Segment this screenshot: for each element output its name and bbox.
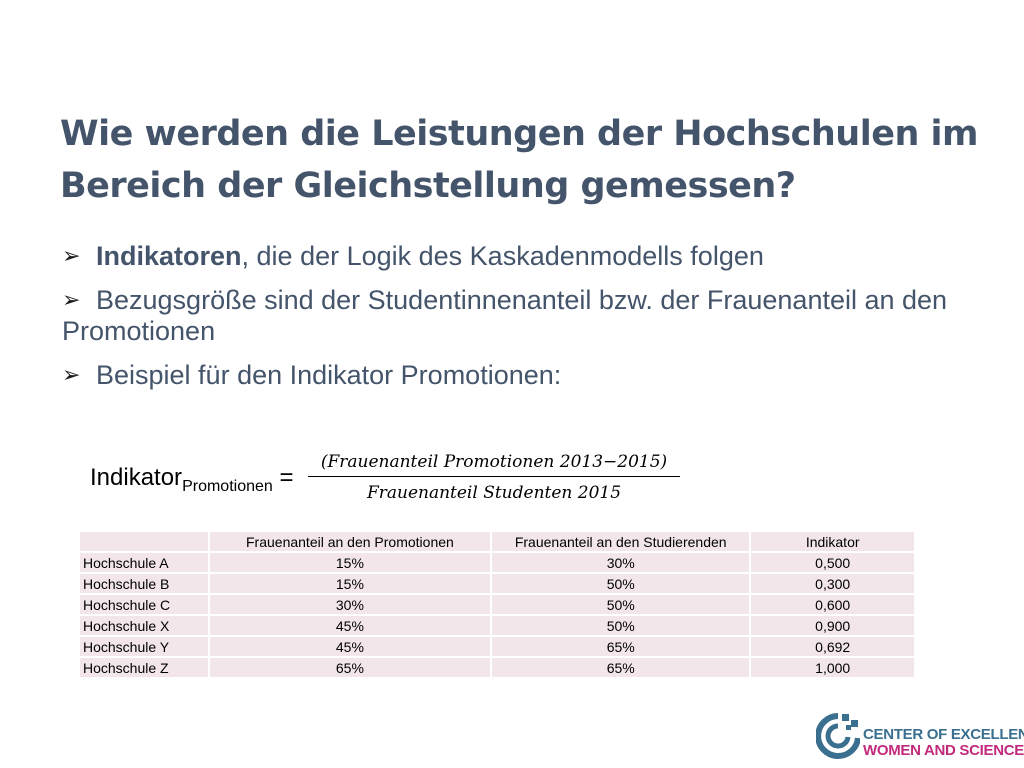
formula-fraction: (Frauenanteil Promotionen 2013−2015) Fra… bbox=[308, 452, 680, 503]
table-cell: 30% bbox=[207, 593, 493, 616]
cews-logo: CENTER OF EXCELLENCE WOMEN AND SCIENCE bbox=[816, 712, 1024, 762]
table-cell: 0,600 bbox=[749, 593, 916, 616]
table-cell: 0,500 bbox=[749, 551, 916, 574]
table-cell: 0,300 bbox=[749, 572, 916, 595]
table-header-cell: Indikator bbox=[749, 530, 916, 553]
bullet-item: ➢ Beispiel für den Indikator Promotionen: bbox=[62, 359, 1002, 391]
table-cell: 65% bbox=[207, 656, 493, 679]
table-row: Hochschule B 15% 50% 0,300 bbox=[78, 572, 916, 595]
bullet-list: ➢ Indikatoren, die der Logik des Kaskaden… bbox=[62, 240, 1002, 403]
table-header-cell: Frauenanteil an den Studierenden bbox=[490, 530, 752, 553]
table-row: Hochschule X 45% 50% 0,900 bbox=[78, 614, 916, 637]
table-cell: Hochschule C bbox=[78, 593, 210, 616]
table-cell: Hochschule B bbox=[78, 572, 210, 595]
formula-lhs-sub: Promotionen bbox=[182, 478, 273, 495]
table-header-cell: Frauenanteil an den Promotionen bbox=[207, 530, 493, 553]
formula-numerator: (Frauenanteil Promotionen 2013−2015) bbox=[308, 452, 680, 477]
table-row: Hochschule Z 65% 65% 1,000 bbox=[78, 656, 916, 679]
formula-lhs-main: Indikator bbox=[90, 464, 183, 491]
table-cell: 0,692 bbox=[749, 635, 916, 658]
table-row: Hochschule C 30% 50% 0,600 bbox=[78, 593, 916, 616]
table-cell: 1,000 bbox=[749, 656, 916, 679]
table-cell: Hochschule Y bbox=[78, 635, 210, 658]
indicator-table: Frauenanteil an den Promotionen Frauenan… bbox=[78, 530, 916, 679]
formula-equals: = bbox=[272, 464, 294, 491]
table-cell: 15% bbox=[207, 551, 493, 574]
table-cell: 50% bbox=[490, 572, 752, 595]
bullet-bold-text: Indikatoren bbox=[96, 241, 242, 271]
bullet-text: Bezugsgröße sind der Studentinnenanteil … bbox=[62, 285, 948, 346]
table-cell: Hochschule X bbox=[78, 614, 210, 637]
logo-line1: CENTER OF EXCELLENCE bbox=[863, 726, 1024, 743]
table-cell: 65% bbox=[490, 635, 752, 658]
table-header-row: Frauenanteil an den Promotionen Frauenan… bbox=[78, 530, 916, 553]
formula-lhs: IndikatorPromotionen = bbox=[90, 464, 293, 496]
bullet-item: ➢ Bezugsgröße sind der Studentinnenanteil… bbox=[62, 284, 1002, 347]
table-cell: Hochschule Z bbox=[78, 656, 210, 679]
table-cell: 0,900 bbox=[749, 614, 916, 637]
formula-denominator: Frauenanteil Studenten 2015 bbox=[366, 483, 622, 503]
table-cell: 50% bbox=[490, 593, 752, 616]
table-cell: 45% bbox=[207, 614, 493, 637]
table-header-cell bbox=[78, 530, 210, 553]
cews-circle-logo-icon bbox=[816, 713, 860, 759]
table-row: Hochschule Y 45% 65% 0,692 bbox=[78, 635, 916, 658]
arrow-bullet-icon: ➢ bbox=[62, 243, 81, 268]
table-cell: 15% bbox=[207, 572, 493, 595]
table-cell: 45% bbox=[207, 635, 493, 658]
table-cell: 50% bbox=[490, 614, 752, 637]
table-row: Hochschule A 15% 30% 0,500 bbox=[78, 551, 916, 574]
logo-line2: WOMEN AND SCIENCE bbox=[863, 742, 1024, 759]
bullet-item: ➢ Indikatoren, die der Logik des Kaskaden… bbox=[62, 240, 1002, 272]
arrow-bullet-icon: ➢ bbox=[62, 362, 81, 387]
bullet-text: Beispiel für den Indikator Promotionen: bbox=[96, 360, 562, 390]
table-cell: 65% bbox=[490, 656, 752, 679]
bullet-text: , die der Logik des Kaskadenmodells folg… bbox=[241, 241, 764, 271]
slide-title: Wie werden die Leistungen der Hochschule… bbox=[60, 114, 979, 206]
table-cell: 30% bbox=[490, 551, 752, 574]
table-cell: Hochschule A bbox=[78, 551, 210, 574]
arrow-bullet-icon: ➢ bbox=[62, 287, 81, 312]
